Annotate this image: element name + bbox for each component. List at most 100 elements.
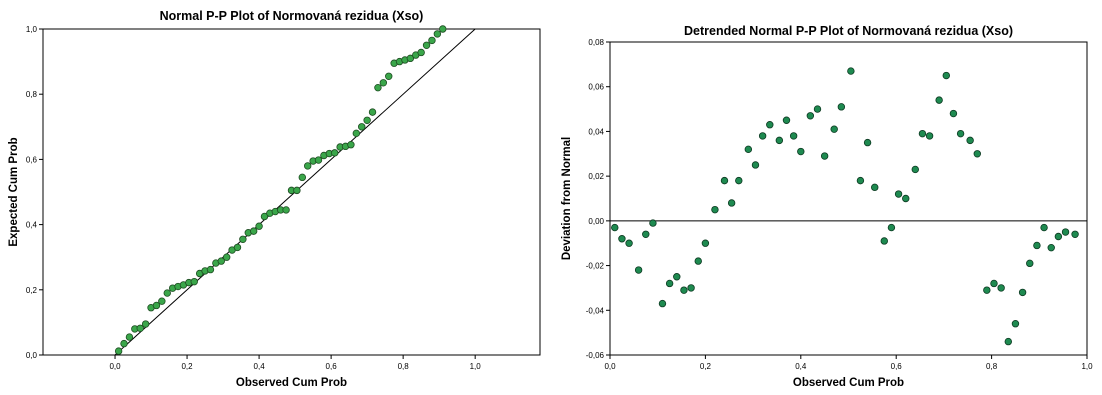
data-point	[775, 136, 784, 145]
data-point	[1018, 288, 1027, 297]
x-tick-label: 1,0	[1081, 362, 1093, 371]
data-point	[1054, 232, 1063, 241]
y-tick-label: 0,2	[26, 286, 38, 295]
x-tick-label: 1,0	[470, 362, 482, 371]
data-point	[751, 161, 760, 169]
data-point	[136, 324, 144, 332]
data-point	[368, 108, 377, 116]
x-tick-label: 0,6	[891, 362, 903, 371]
data-point	[935, 96, 943, 104]
pp-plot-panel: Normal P-P Plot of Normovaná rezidua (Xs…	[0, 0, 551, 390]
data-point	[120, 339, 128, 348]
x-tick-label: 0,8	[986, 362, 998, 371]
data-point	[428, 36, 436, 45]
y-axis-label: Deviation from Normal	[561, 137, 573, 260]
data-point	[406, 54, 415, 63]
data-point	[1004, 337, 1012, 346]
data-point	[847, 67, 855, 75]
data-point	[871, 183, 879, 192]
y-tick-label: 0,6	[26, 155, 38, 164]
data-point	[1026, 259, 1034, 268]
data-point	[830, 125, 838, 133]
data-point	[990, 279, 998, 288]
data-point	[331, 149, 339, 157]
data-point	[1033, 241, 1041, 250]
data-point	[973, 150, 981, 158]
data-point	[611, 223, 619, 232]
x-tick-label: 0,0	[109, 362, 121, 371]
data-point	[190, 277, 198, 286]
data-point	[141, 320, 150, 328]
y-tick-label: 0,04	[588, 127, 604, 136]
y-tick-label: 0,00	[588, 217, 604, 226]
data-point	[363, 116, 371, 124]
data-point	[642, 230, 650, 238]
data-point	[255, 222, 263, 230]
data-point	[887, 223, 896, 232]
x-tick-label: 0,4	[795, 362, 807, 371]
data-point	[720, 176, 729, 185]
data-point	[358, 123, 366, 131]
data-point	[918, 129, 927, 138]
data-point	[1040, 223, 1048, 232]
x-tick-label: 0,2	[181, 362, 193, 371]
data-point	[1011, 320, 1020, 328]
y-tick-label: -0,02	[586, 262, 605, 271]
data-point	[766, 121, 774, 129]
data-point	[422, 41, 431, 49]
data-point	[282, 206, 290, 214]
data-point	[813, 105, 822, 113]
data-point	[863, 138, 872, 147]
y-tick-label: 1,0	[26, 25, 38, 34]
data-point	[1047, 243, 1055, 252]
data-point	[856, 176, 865, 185]
data-point	[966, 136, 974, 145]
x-tick-label: 0,4	[254, 362, 266, 371]
x-tick-label: 0,2	[700, 362, 712, 371]
data-point	[260, 212, 269, 221]
data-point	[222, 253, 231, 261]
data-point	[114, 347, 123, 355]
data-point	[837, 103, 846, 111]
x-tick-label: 0,8	[398, 362, 410, 371]
y-tick-label: 0,4	[26, 221, 38, 230]
data-point	[433, 30, 442, 38]
data-point	[649, 219, 657, 227]
data-point	[880, 237, 888, 245]
data-point	[687, 284, 695, 292]
detrended-pp-plot-panel: Detrended Normal P-P Plot of Normovaná r…	[551, 0, 1102, 390]
y-tick-label: 0,8	[26, 90, 38, 99]
data-point	[158, 297, 166, 305]
data-point	[374, 83, 382, 92]
y-tick-label: -0,04	[586, 306, 605, 315]
data-point	[618, 235, 626, 243]
data-point	[379, 79, 388, 87]
data-point	[352, 129, 361, 138]
data-point	[911, 165, 919, 174]
y-tick-label: 0,08	[588, 38, 604, 47]
data-point	[658, 299, 667, 308]
data-point	[942, 71, 950, 80]
data-point	[711, 205, 719, 214]
data-point	[701, 239, 710, 247]
x-tick-label: 0,6	[326, 362, 338, 371]
data-point	[902, 194, 910, 203]
data-point	[758, 132, 767, 140]
data-point	[673, 273, 681, 281]
data-point	[293, 186, 301, 195]
data-point	[634, 266, 643, 274]
data-point	[797, 147, 805, 156]
data-point	[680, 286, 688, 294]
x-axis-label: Observed Cum Prob	[236, 377, 347, 389]
data-point	[347, 141, 355, 149]
detrended-pp-plot-chart: Detrended Normal P-P Plot of Normovaná r…	[561, 24, 1093, 389]
data-point	[298, 173, 307, 182]
data-point	[789, 132, 798, 140]
data-point	[735, 176, 743, 185]
data-point	[152, 301, 161, 310]
data-point	[997, 284, 1005, 292]
data-point	[239, 235, 247, 243]
data-point	[983, 286, 991, 294]
data-point	[417, 48, 425, 57]
y-axis-label: Expected Cum Prob	[8, 137, 20, 246]
